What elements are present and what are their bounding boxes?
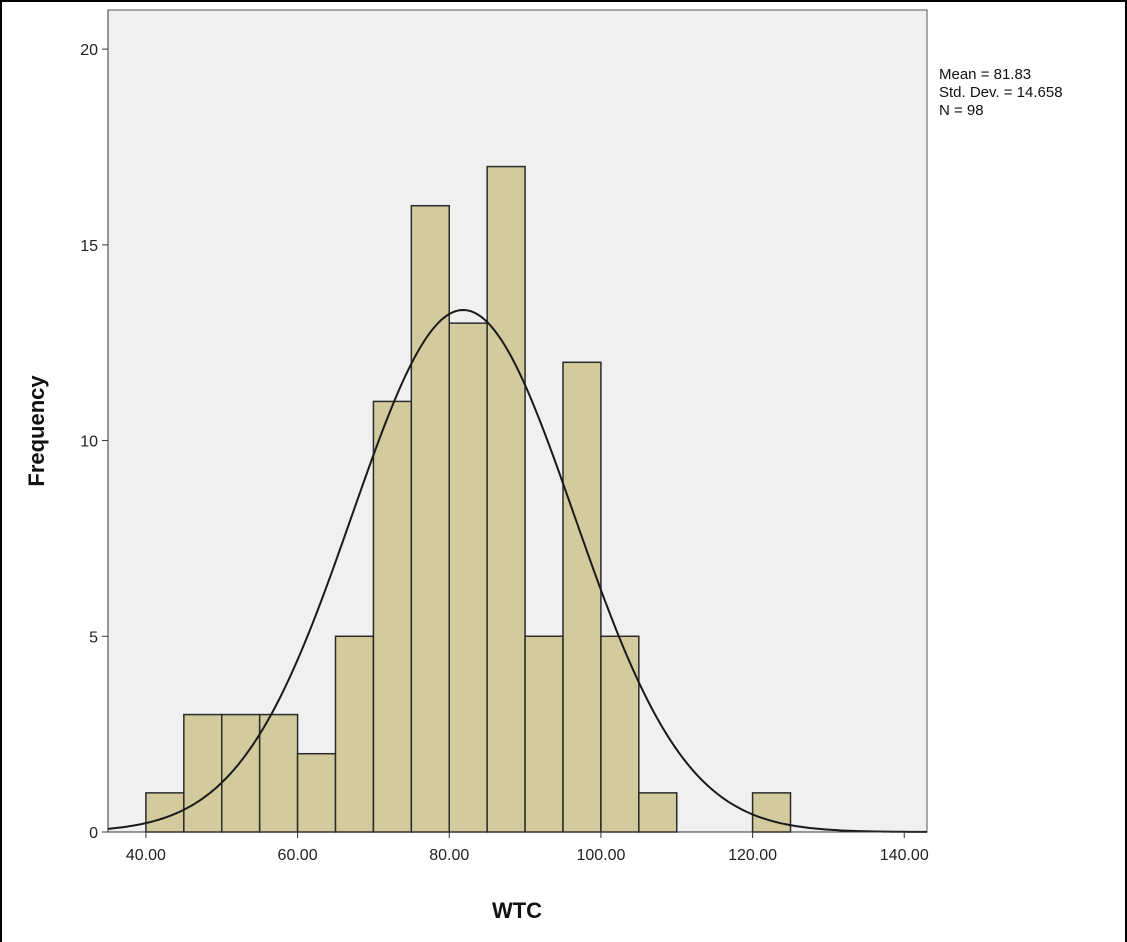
histogram-bar — [524, 635, 564, 833]
x-tick-label: 100.00 — [576, 847, 625, 864]
histogram-bar — [638, 792, 678, 833]
histogram-bar — [562, 361, 602, 833]
histogram-bar — [600, 635, 640, 833]
y-tick-label: 15 — [80, 238, 98, 255]
y-ticks-group: 0 5 10 15 20 — [80, 42, 108, 842]
stats-legend: Mean = 81.83 Std. Dev. = 14.658 N = 98 — [939, 66, 1063, 119]
x-tick-label: 140.00 — [880, 847, 929, 864]
y-tick-label: 0 — [89, 825, 98, 842]
histogram-bar — [296, 752, 337, 833]
x-tick-label: 60.00 — [278, 847, 318, 864]
bars-group — [145, 165, 792, 833]
histogram-bar — [372, 400, 413, 833]
y-tick-label: 5 — [89, 629, 98, 646]
histogram-bar — [448, 322, 488, 833]
x-axis-title: WTC — [492, 898, 542, 923]
histogram-bar — [258, 713, 299, 833]
histogram-bar — [334, 635, 375, 833]
stats-std-dev: Std. Dev. = 14.658 — [939, 84, 1063, 101]
x-tick-label: 40.00 — [126, 847, 166, 864]
histogram-bar — [183, 713, 223, 833]
y-tick-label: 10 — [80, 434, 98, 451]
x-tick-label: 120.00 — [728, 847, 777, 864]
stats-n: N = 98 — [939, 102, 984, 119]
histogram-bar — [486, 165, 526, 833]
x-ticks-group: 40.00 60.00 80.00 100.00 120.00 140.00 — [126, 832, 929, 864]
histogram-bar — [410, 204, 451, 833]
y-axis-title: Frequency — [24, 375, 49, 487]
normal-curve — [107, 308, 928, 833]
y-tick-label: 20 — [80, 42, 98, 59]
histogram-bar — [751, 792, 792, 833]
histogram-bar — [221, 713, 261, 833]
stats-mean: Mean = 81.83 — [939, 66, 1031, 83]
x-tick-label: 80.00 — [429, 847, 469, 864]
